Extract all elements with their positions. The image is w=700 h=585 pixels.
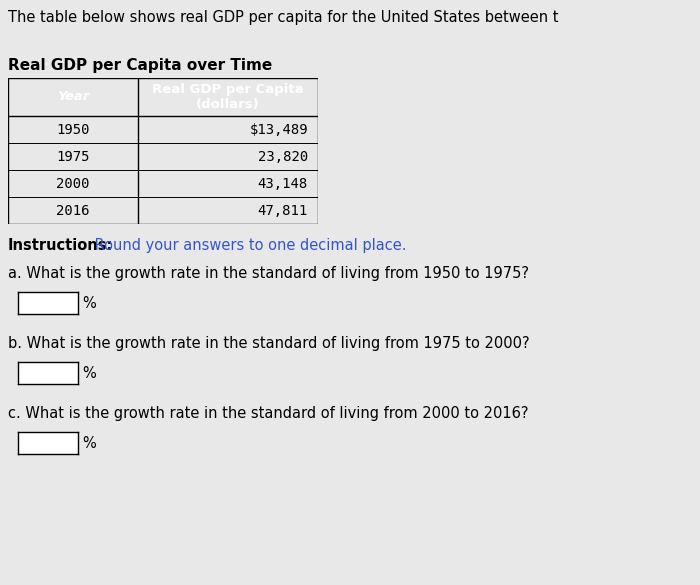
Text: Real GDP per Capita over Time: Real GDP per Capita over Time <box>8 58 272 73</box>
Text: 2000: 2000 <box>56 177 90 191</box>
Text: Round your answers to one decimal place.: Round your answers to one decimal place. <box>90 238 407 253</box>
Text: Year: Year <box>57 91 89 104</box>
Text: 47,811: 47,811 <box>258 204 308 218</box>
Text: 23,820: 23,820 <box>258 150 308 163</box>
Text: Instructions:: Instructions: <box>8 238 113 253</box>
Text: a. What is the growth rate in the standard of living from 1950 to 1975?: a. What is the growth rate in the standa… <box>8 266 529 281</box>
Text: 2016: 2016 <box>56 204 90 218</box>
Text: Real GDP per Capita
(dollars): Real GDP per Capita (dollars) <box>152 83 304 111</box>
Text: c. What is the growth rate in the standard of living from 2000 to 2016?: c. What is the growth rate in the standa… <box>8 406 528 421</box>
Text: %: % <box>82 435 96 450</box>
Text: b. What is the growth rate in the standard of living from 1975 to 2000?: b. What is the growth rate in the standa… <box>8 336 530 351</box>
Text: The table below shows real GDP per capita for the United States between t: The table below shows real GDP per capit… <box>8 10 559 25</box>
Text: %: % <box>82 295 96 311</box>
Text: $13,489: $13,489 <box>249 122 308 136</box>
Text: 1975: 1975 <box>56 150 90 163</box>
Text: 1950: 1950 <box>56 122 90 136</box>
Text: 43,148: 43,148 <box>258 177 308 191</box>
Text: %: % <box>82 366 96 380</box>
